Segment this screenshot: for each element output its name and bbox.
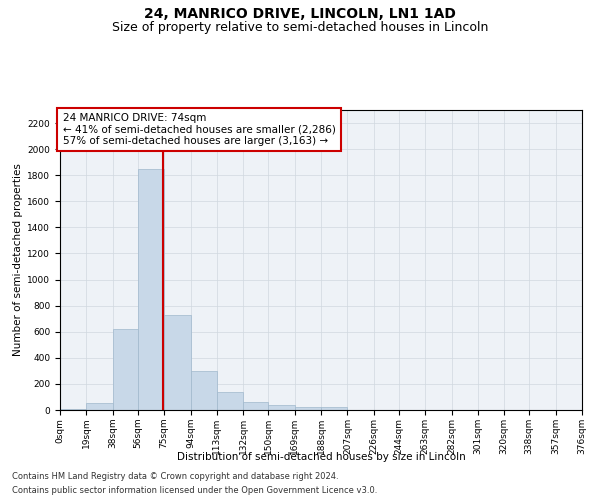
- Text: 24 MANRICO DRIVE: 74sqm
← 41% of semi-detached houses are smaller (2,286)
57% of: 24 MANRICO DRIVE: 74sqm ← 41% of semi-de…: [62, 113, 335, 146]
- Text: Contains HM Land Registry data © Crown copyright and database right 2024.: Contains HM Land Registry data © Crown c…: [12, 472, 338, 481]
- Bar: [138, 168, 164, 410]
- Bar: [164, 315, 191, 410]
- Text: Size of property relative to semi-detached houses in Lincoln: Size of property relative to semi-detach…: [112, 21, 488, 34]
- Bar: [295, 408, 321, 410]
- Bar: [60, 408, 86, 410]
- Text: Contains public sector information licensed under the Open Government Licence v3: Contains public sector information licen…: [12, 486, 377, 495]
- Bar: [191, 371, 217, 410]
- Y-axis label: Number of semi-detached properties: Number of semi-detached properties: [13, 164, 23, 356]
- Bar: [86, 404, 113, 410]
- Text: Distribution of semi-detached houses by size in Lincoln: Distribution of semi-detached houses by …: [176, 452, 466, 462]
- Text: 24, MANRICO DRIVE, LINCOLN, LN1 1AD: 24, MANRICO DRIVE, LINCOLN, LN1 1AD: [144, 8, 456, 22]
- Bar: [243, 402, 268, 410]
- Bar: [268, 405, 295, 410]
- Bar: [113, 329, 138, 410]
- Bar: [217, 392, 243, 410]
- Bar: [321, 408, 347, 410]
